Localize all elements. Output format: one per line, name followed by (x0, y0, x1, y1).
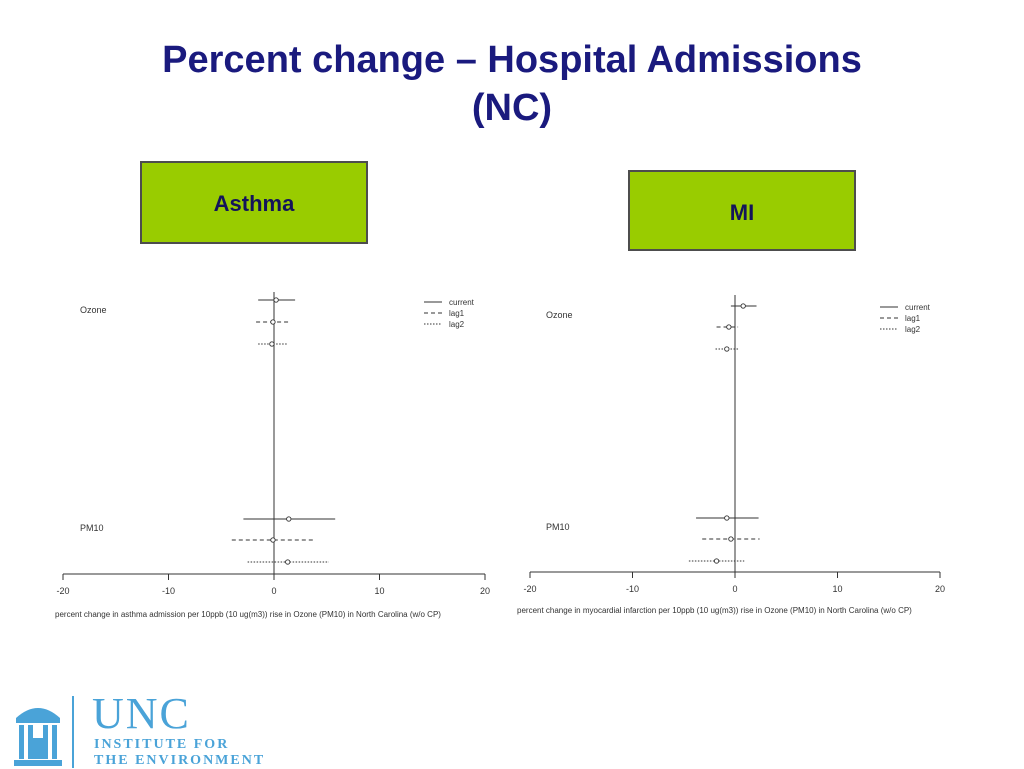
chart2-estimate-pm10-lag1 (728, 536, 734, 542)
chart2-x-tick-label: 20 (935, 584, 945, 594)
chart2-legend-label-lag1: lag1 (905, 314, 921, 323)
chart1-estimate-ozone-current (273, 297, 279, 303)
chart1-x-tick-label: 20 (480, 586, 490, 596)
chart2-x-tick-label: 0 (732, 584, 737, 594)
unc-logo: UNC INSTITUTE FOR THE ENVIRONMENT (12, 689, 282, 768)
chart1-x-axis-label: percent change in asthma admission per 1… (55, 610, 441, 619)
chart2-group-label-ozone: Ozone (546, 310, 573, 320)
chart1-legend-label-lag1: lag1 (449, 309, 465, 318)
logo-unc-text: UNC (92, 689, 191, 738)
chart1-x-tick-label: -10 (162, 586, 175, 596)
chart2-estimate-pm10-lag2 (713, 558, 720, 564)
asthma-label-box: Asthma (140, 161, 368, 244)
chart1-estimate-pm10-current (286, 516, 292, 522)
chart1-estimate-pm10-lag2 (285, 559, 291, 565)
chart1-estimate-pm10-lag1 (270, 537, 276, 543)
chart2-x-tick-label: -20 (523, 584, 536, 594)
chart1-legend-label-current: current (449, 298, 475, 307)
chart1-x-tick-label: 10 (374, 586, 384, 596)
chart2-estimate-ozone-lag1 (726, 324, 732, 330)
chart2-estimate-ozone-lag2 (724, 346, 730, 352)
logo-divider (72, 696, 74, 768)
chart1-group-label-ozone: Ozone (80, 305, 107, 315)
chart1-estimate-ozone-lag1 (270, 319, 276, 325)
slide-title-line1: Percent change – Hospital Admissions (162, 39, 862, 81)
chart2-legend-label-current: current (905, 303, 931, 312)
chart2-estimate-pm10-current (724, 515, 730, 521)
chart1-legend-label-lag2: lag2 (449, 320, 465, 329)
chart1-group-label-pm10: PM10 (80, 523, 104, 533)
slide-title: Percent change – Hospital Admissions (NC… (40, 36, 984, 132)
chart1-x-tick-label: 0 (271, 586, 276, 596)
chart2-x-tick-label: 10 (832, 584, 842, 594)
asthma-label: Asthma (213, 191, 295, 216)
logo-line1: INSTITUTE FOR (94, 737, 230, 752)
mi-label-box: MI (628, 170, 856, 251)
chart1-estimate-ozone-lag2 (269, 341, 275, 347)
old-well-icon (14, 708, 62, 766)
chart2-x-tick-label: -10 (626, 584, 639, 594)
chart1-x-tick-label: -20 (56, 586, 69, 596)
chart2-legend-label-lag2: lag2 (905, 325, 921, 334)
slide-title-line2: (NC) (471, 87, 553, 129)
chart2-group-label-pm10: PM10 (546, 522, 570, 532)
logo-line2: THE ENVIRONMENT (94, 753, 266, 768)
chart2-x-axis-label: percent change in myocardial infarction … (517, 606, 912, 615)
mi-label: MI (729, 200, 755, 225)
chart2-estimate-ozone-current (740, 303, 746, 309)
